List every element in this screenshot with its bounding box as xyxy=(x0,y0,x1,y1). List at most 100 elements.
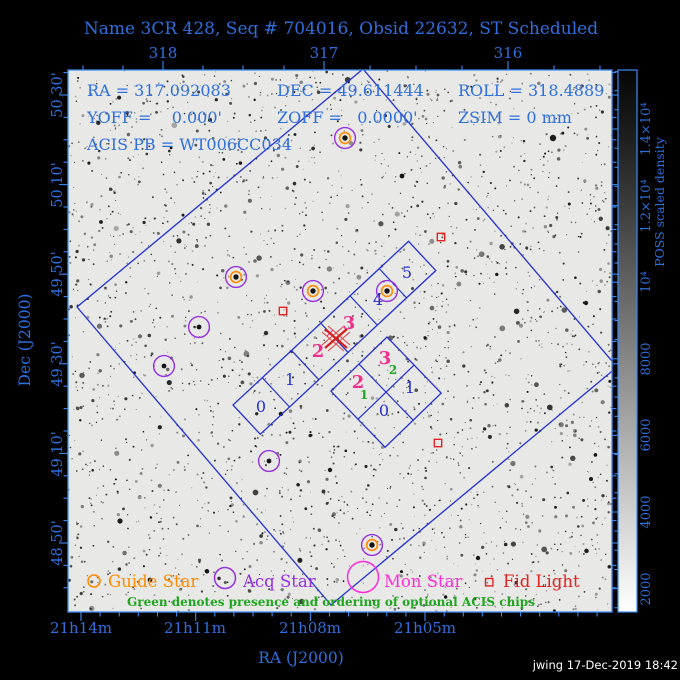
star-dot xyxy=(119,324,123,328)
star-dot xyxy=(335,241,339,244)
star-dot xyxy=(392,594,395,597)
star-dot xyxy=(525,222,527,225)
left-tick-label: 49 30' xyxy=(50,341,66,387)
star-dot xyxy=(184,244,186,246)
star-dot xyxy=(435,157,437,159)
star-dot xyxy=(589,199,592,201)
star-dot xyxy=(332,315,336,318)
star-dot xyxy=(472,407,474,409)
star-dot xyxy=(609,386,612,389)
star-dot xyxy=(459,519,462,522)
star-dot xyxy=(323,339,326,342)
star-dot xyxy=(73,161,75,163)
bottom-tick-label: 21h11m xyxy=(164,619,226,637)
star-dot xyxy=(507,485,511,489)
star-dot xyxy=(226,581,229,584)
star-dot xyxy=(596,372,599,374)
acq-star-marker xyxy=(224,265,248,289)
star-dot xyxy=(607,262,610,265)
star-dot xyxy=(200,215,203,218)
star-dot xyxy=(393,607,397,611)
star-dot xyxy=(598,216,603,221)
star-dot xyxy=(204,503,206,505)
star-dot xyxy=(487,192,489,195)
star-dot xyxy=(538,248,541,250)
star-dot xyxy=(596,541,598,544)
star-dot xyxy=(75,386,78,388)
star-dot xyxy=(424,392,426,394)
star-dot xyxy=(361,354,364,357)
star-dot xyxy=(260,109,263,112)
star-dot xyxy=(533,410,536,412)
star-dot xyxy=(564,351,567,354)
star-dot xyxy=(586,498,589,500)
star-dot xyxy=(525,514,530,519)
star-dot xyxy=(465,536,467,539)
star-dot xyxy=(197,90,201,94)
star-dot xyxy=(313,365,315,367)
star-dot xyxy=(557,176,560,179)
star-dot xyxy=(202,189,205,192)
star-dot xyxy=(453,597,455,599)
star-dot xyxy=(424,476,427,480)
star-dot xyxy=(275,78,278,81)
star-dot xyxy=(250,163,252,165)
star-dot xyxy=(129,319,133,323)
star-dot xyxy=(274,106,276,109)
star-dot xyxy=(250,121,252,123)
star-dot xyxy=(69,240,72,243)
star-dot xyxy=(116,490,119,493)
star-dot xyxy=(327,540,329,542)
star-dot xyxy=(211,477,213,480)
star-dot xyxy=(400,522,402,525)
star-dot xyxy=(348,140,354,146)
star-dot xyxy=(97,156,101,160)
star-dot xyxy=(307,328,309,330)
star-dot xyxy=(115,98,117,100)
acq-star-marker xyxy=(301,279,325,303)
star-dot xyxy=(79,405,83,410)
y-axis-label: Dec (J2000) xyxy=(16,294,34,387)
star-dot xyxy=(537,81,541,86)
star-dot xyxy=(551,342,553,344)
star-dot xyxy=(476,119,478,121)
star-dot xyxy=(365,299,367,302)
star-dot xyxy=(549,223,553,228)
star-dot xyxy=(187,233,190,236)
star-dot xyxy=(129,266,132,269)
star-dot xyxy=(109,468,112,471)
star-dot xyxy=(75,210,78,212)
star-dot xyxy=(278,376,280,379)
star-dot xyxy=(582,498,586,502)
star-dot xyxy=(216,442,220,445)
star-dot xyxy=(223,446,225,448)
star-dot xyxy=(255,130,257,133)
star-dot xyxy=(574,430,577,433)
star-dot xyxy=(415,153,417,156)
star-dot xyxy=(504,248,506,251)
star-blob xyxy=(310,288,316,294)
star-dot xyxy=(520,155,522,157)
star-dot xyxy=(248,96,250,98)
star-dot xyxy=(341,150,343,152)
star-dot xyxy=(374,299,376,302)
star-dot xyxy=(435,604,437,606)
star-dot xyxy=(347,271,350,275)
star-dot xyxy=(386,487,388,490)
star-dot xyxy=(423,297,425,299)
star-dot xyxy=(571,113,573,115)
chip-order-i3: 2 xyxy=(389,363,397,377)
star-dot xyxy=(500,135,502,137)
acq-star-marker xyxy=(187,315,211,339)
star-dot xyxy=(564,88,567,91)
star-dot xyxy=(411,139,413,141)
star-dot xyxy=(126,84,128,87)
star-dot xyxy=(274,323,277,325)
star-dot xyxy=(189,343,192,345)
star-dot xyxy=(447,303,450,306)
star-dot xyxy=(168,473,170,476)
bottom-tick-label: 21h05m xyxy=(394,619,456,637)
star-dot xyxy=(90,424,93,427)
star-dot xyxy=(325,502,329,505)
star-dot xyxy=(153,326,156,328)
